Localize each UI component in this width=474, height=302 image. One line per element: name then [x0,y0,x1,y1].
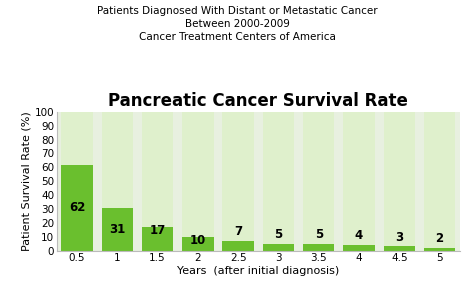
Bar [101,207,133,251]
Bar [101,112,133,251]
Text: 10: 10 [190,234,206,247]
Bar [222,112,254,251]
Bar [343,245,375,251]
Bar [61,165,93,251]
Bar [424,112,456,251]
Bar [263,112,294,251]
Bar [303,244,335,251]
Text: 62: 62 [69,201,85,214]
Text: 17: 17 [149,224,166,237]
Bar [343,112,375,251]
Bar [303,112,335,251]
Bar [142,112,173,251]
Bar [61,112,93,251]
Text: 5: 5 [315,228,323,241]
Title: Pancreatic Cancer Survival Rate: Pancreatic Cancer Survival Rate [109,92,408,110]
Text: 31: 31 [109,223,126,236]
Text: Patients Diagnosed With Distant or Metastatic Cancer
Between 2000-2009
Cancer Tr: Patients Diagnosed With Distant or Metas… [97,6,377,43]
Text: 3: 3 [395,231,403,244]
Bar [182,237,214,251]
X-axis label: Years  (after initial diagnosis): Years (after initial diagnosis) [177,266,339,276]
Bar [182,112,214,251]
Bar [263,244,294,251]
Bar [383,246,415,251]
Text: 7: 7 [234,225,242,238]
Text: 4: 4 [355,229,363,242]
Text: 2: 2 [436,232,444,245]
Bar [424,248,456,251]
Bar [222,241,254,251]
Bar [383,112,415,251]
Text: 5: 5 [274,228,283,241]
Y-axis label: Patient Survival Rate (%): Patient Survival Rate (%) [22,111,32,251]
Bar [142,227,173,251]
